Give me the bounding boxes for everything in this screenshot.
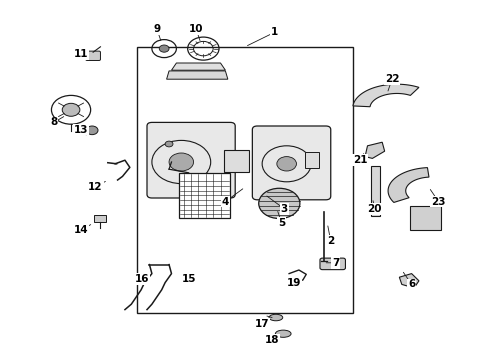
Text: 8: 8 bbox=[50, 117, 57, 127]
FancyBboxPatch shape bbox=[86, 51, 100, 60]
Text: 15: 15 bbox=[181, 274, 196, 284]
Bar bbox=[371, 166, 380, 216]
Text: 21: 21 bbox=[353, 155, 368, 165]
Bar bbox=[179, 173, 230, 218]
FancyBboxPatch shape bbox=[94, 215, 106, 222]
FancyBboxPatch shape bbox=[305, 152, 319, 168]
Ellipse shape bbox=[275, 330, 291, 337]
Text: 2: 2 bbox=[327, 236, 334, 246]
Text: 20: 20 bbox=[368, 204, 382, 214]
Text: 11: 11 bbox=[74, 49, 88, 59]
Text: 13: 13 bbox=[74, 125, 88, 135]
Text: 4: 4 bbox=[221, 197, 229, 207]
Polygon shape bbox=[172, 63, 225, 70]
Circle shape bbox=[159, 45, 169, 52]
Text: 14: 14 bbox=[74, 225, 88, 235]
Text: 1: 1 bbox=[271, 27, 278, 37]
FancyBboxPatch shape bbox=[224, 150, 249, 172]
FancyBboxPatch shape bbox=[147, 122, 235, 198]
Text: 6: 6 bbox=[408, 279, 415, 289]
Text: 17: 17 bbox=[255, 319, 270, 329]
Text: 12: 12 bbox=[88, 182, 103, 192]
Polygon shape bbox=[353, 84, 419, 107]
Text: 19: 19 bbox=[287, 278, 301, 288]
Polygon shape bbox=[399, 274, 419, 288]
Circle shape bbox=[165, 141, 173, 147]
Text: 7: 7 bbox=[332, 258, 340, 268]
Circle shape bbox=[62, 103, 80, 116]
Text: 10: 10 bbox=[189, 24, 203, 34]
Circle shape bbox=[169, 153, 194, 171]
Text: 22: 22 bbox=[385, 74, 399, 84]
Polygon shape bbox=[167, 71, 228, 79]
Polygon shape bbox=[365, 142, 385, 158]
Circle shape bbox=[259, 188, 300, 219]
Text: 5: 5 bbox=[278, 218, 285, 228]
Circle shape bbox=[277, 157, 296, 171]
Circle shape bbox=[86, 126, 98, 135]
Text: 3: 3 bbox=[281, 204, 288, 214]
Text: 18: 18 bbox=[265, 335, 279, 345]
Polygon shape bbox=[388, 168, 429, 202]
FancyBboxPatch shape bbox=[410, 206, 441, 230]
FancyBboxPatch shape bbox=[252, 126, 331, 200]
Text: 16: 16 bbox=[135, 274, 149, 284]
Bar bbox=[137, 47, 353, 313]
FancyBboxPatch shape bbox=[320, 258, 345, 270]
Text: 23: 23 bbox=[431, 197, 446, 207]
Text: 9: 9 bbox=[153, 24, 160, 34]
Ellipse shape bbox=[269, 314, 283, 321]
